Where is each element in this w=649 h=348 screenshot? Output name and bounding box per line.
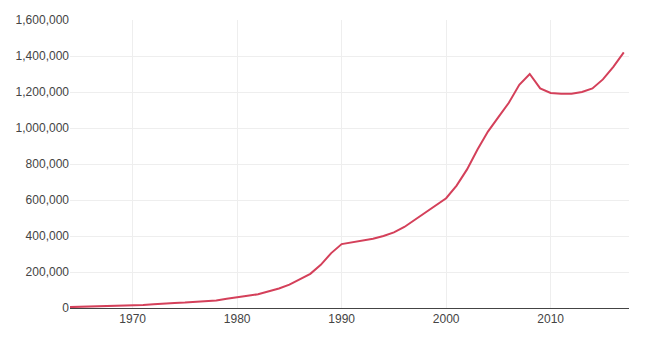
- svg-text:800,000: 800,000: [26, 157, 70, 171]
- svg-text:1,400,000: 1,400,000: [16, 49, 70, 63]
- svg-text:0: 0: [62, 301, 69, 315]
- svg-text:1,000,000: 1,000,000: [16, 121, 70, 135]
- svg-text:1,600,000: 1,600,000: [16, 13, 70, 27]
- svg-text:600,000: 600,000: [26, 193, 70, 207]
- svg-text:400,000: 400,000: [26, 229, 70, 243]
- svg-text:2000: 2000: [433, 312, 460, 326]
- svg-text:1970: 1970: [119, 312, 146, 326]
- svg-text:1,200,000: 1,200,000: [16, 85, 70, 99]
- svg-text:200,000: 200,000: [26, 265, 70, 279]
- svg-text:1990: 1990: [328, 312, 355, 326]
- svg-text:2010: 2010: [537, 312, 564, 326]
- svg-text:1980: 1980: [224, 312, 251, 326]
